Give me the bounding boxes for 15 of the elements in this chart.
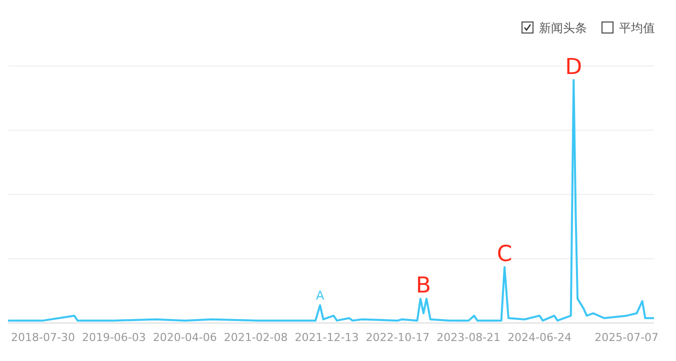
x-tick-label: 2021-02-08 <box>224 331 288 344</box>
annotation: B <box>416 274 432 299</box>
x-tick-label: 2024-06-24 <box>508 331 572 344</box>
x-tick-label: 2020-04-06 <box>152 331 217 344</box>
annotation: C <box>496 242 512 268</box>
annotation: A <box>316 288 325 302</box>
legend-label: 平均值 <box>619 21 655 35</box>
x-tick-label: 2023-08-21 <box>436 331 501 344</box>
annotation: D <box>565 55 582 80</box>
x-tick-label: 2022-10-17 <box>366 331 430 344</box>
text: 新闻头条 <box>539 21 587 35</box>
x-tick-label: 2018-07-30 <box>11 331 75 344</box>
x-tick-label: 2021-12-13 <box>294 331 359 344</box>
x-tick-label: 2025-07-07 <box>594 331 659 344</box>
x-tick-label: 2019-06-03 <box>82 331 146 344</box>
